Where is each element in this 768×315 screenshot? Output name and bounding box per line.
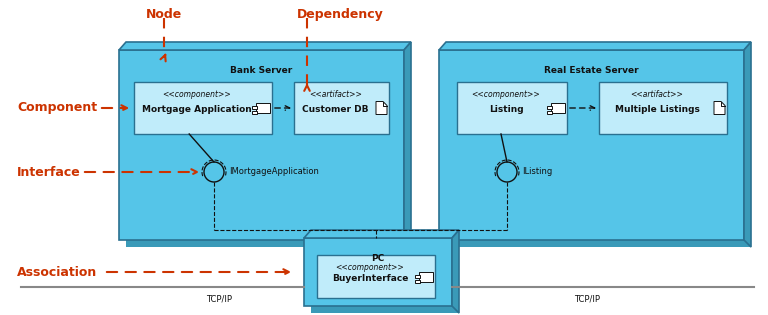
Bar xyxy=(415,279,420,283)
Polygon shape xyxy=(452,230,459,313)
Bar xyxy=(439,50,744,240)
Polygon shape xyxy=(304,230,459,238)
Bar xyxy=(304,238,452,306)
Bar xyxy=(126,57,411,247)
Bar xyxy=(446,57,751,247)
Bar xyxy=(419,272,433,282)
Text: Listing: Listing xyxy=(488,106,523,114)
Text: TCP/IP: TCP/IP xyxy=(574,295,600,304)
Polygon shape xyxy=(119,42,411,50)
Text: Interface: Interface xyxy=(17,165,81,179)
Text: <<artifact>>: <<artifact>> xyxy=(309,90,362,99)
Bar xyxy=(415,274,420,278)
Text: TCP/IP: TCP/IP xyxy=(206,295,232,304)
Bar xyxy=(134,82,272,134)
Polygon shape xyxy=(439,42,751,50)
Text: Node: Node xyxy=(146,8,182,21)
Text: Component: Component xyxy=(17,101,97,114)
Bar xyxy=(294,82,389,134)
Bar xyxy=(317,255,435,298)
Text: IMortgageApplication: IMortgageApplication xyxy=(229,168,319,176)
Text: Customer DB: Customer DB xyxy=(303,106,369,114)
Bar xyxy=(256,103,270,113)
Text: Association: Association xyxy=(17,266,98,278)
Text: <<component>>: <<component>> xyxy=(336,263,405,272)
Polygon shape xyxy=(376,101,387,114)
Bar xyxy=(547,111,552,114)
Bar xyxy=(547,106,552,109)
Bar xyxy=(252,111,257,114)
Text: Multiple Listings: Multiple Listings xyxy=(614,106,700,114)
Text: <<component>>: <<component>> xyxy=(472,90,541,99)
Bar xyxy=(457,82,567,134)
Text: <<artifact>>: <<artifact>> xyxy=(631,90,684,99)
Bar xyxy=(252,106,257,109)
Bar xyxy=(551,103,565,113)
Polygon shape xyxy=(744,42,751,247)
Bar xyxy=(311,245,459,313)
Text: IListing: IListing xyxy=(522,168,552,176)
Text: <<component>>: <<component>> xyxy=(163,90,231,99)
Text: Bank Server: Bank Server xyxy=(230,66,293,75)
Bar xyxy=(599,82,727,134)
Text: PC: PC xyxy=(372,254,385,263)
Text: Dependency: Dependency xyxy=(297,8,384,21)
Polygon shape xyxy=(714,101,725,114)
Text: Mortgage Application: Mortgage Application xyxy=(142,106,252,114)
Bar xyxy=(119,50,404,240)
Text: BuyerInterface: BuyerInterface xyxy=(332,274,408,283)
Text: Real Estate Server: Real Estate Server xyxy=(545,66,639,75)
Polygon shape xyxy=(404,42,411,247)
